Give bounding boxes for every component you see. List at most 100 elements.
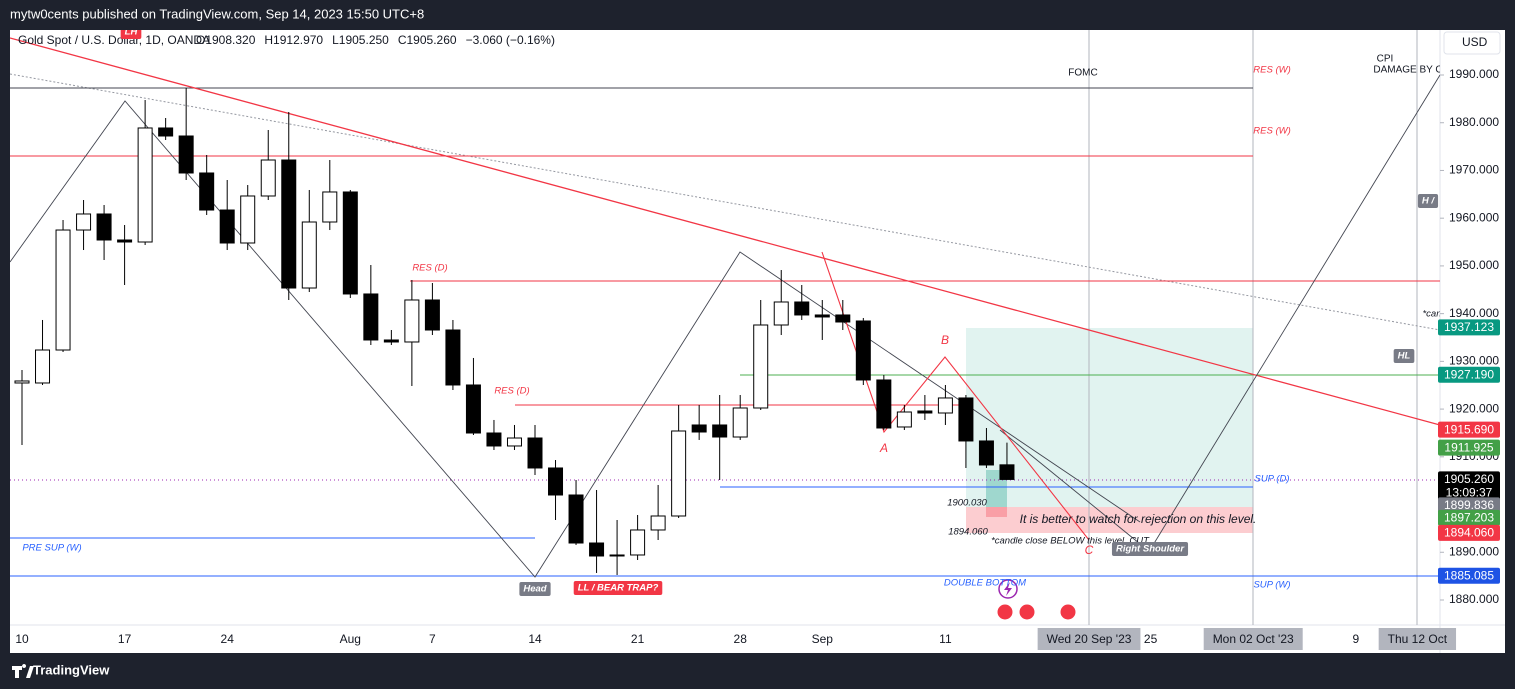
label-badge (120, 30, 142, 39)
candle-body (937, 397, 953, 414)
price-tag (1438, 319, 1500, 336)
profit-zone (966, 328, 1253, 507)
projection-line (1149, 74, 1440, 551)
candle-body (465, 384, 481, 434)
candle-body (855, 320, 871, 381)
candle-body (548, 467, 564, 496)
label-badge-text: LL / BEAR TRAP? (578, 583, 659, 594)
event-icons (994, 579, 1079, 623)
candle-body (691, 424, 707, 433)
abc-pattern (821, 251, 1090, 541)
annotation: A (879, 441, 888, 455)
x-crosshair-label: Wed 20 Sep '23 (1047, 632, 1132, 646)
price-tag (1438, 567, 1500, 584)
label-badge-text: Right Shoulder (1116, 544, 1185, 555)
candle-body (342, 191, 358, 295)
x-crosshair-label: Mon 02 Oct '23 (1213, 632, 1294, 646)
y-tick-label: 1920.000 (1449, 401, 1499, 415)
candle-body (671, 430, 687, 517)
x-tick-label: 11 (939, 632, 952, 646)
candle-body (281, 159, 297, 289)
y-tick-label: 1980.000 (1449, 115, 1499, 129)
annotation: *can (1422, 309, 1441, 320)
annotation: It is better to watch for rejection on t… (1020, 512, 1257, 526)
projection-line (999, 429, 1151, 553)
candle-body (794, 301, 810, 316)
price-tag (1438, 524, 1500, 541)
candle-body (650, 515, 666, 531)
annotations: LH Head LL / BEAR TRAP? A B C RES (D) RES (D) RE… (22, 27, 1442, 596)
x-label-box (1203, 628, 1303, 650)
price-tag-label: 1937.123 (1444, 320, 1494, 334)
candle-body (506, 437, 522, 447)
y-tick-label: 1930.000 (1449, 354, 1499, 368)
price-tag (1438, 497, 1500, 514)
candle-body (896, 411, 912, 428)
x-label-box (1378, 628, 1457, 650)
zigzag (10, 100, 1141, 578)
ohlc-value: O1908.320 (196, 33, 256, 47)
candle-body (630, 529, 646, 556)
us-flag (1016, 601, 1038, 623)
us-flag (1057, 601, 1079, 623)
annotation: DAMAGE BY C (1373, 65, 1442, 76)
candle-body (117, 239, 133, 243)
candle-body (445, 329, 461, 386)
red-trendline (10, 37, 1440, 426)
annotation: 1894.060 (948, 527, 988, 538)
candles (14, 87, 1015, 575)
currency[interactable]: USD (1462, 35, 1488, 49)
candle-body (814, 314, 830, 318)
candle-body (363, 293, 379, 341)
price-tag-label: 1894.060 (1444, 526, 1494, 540)
x-label-box (1037, 628, 1141, 650)
candle-body (76, 213, 92, 231)
x-tick-label: Aug (340, 632, 361, 646)
annotation: 1900.030 (947, 498, 987, 509)
y-tick-label: 1880.000 (1449, 592, 1499, 606)
label-badge (1393, 349, 1415, 363)
candle-body (999, 464, 1015, 480)
loss-zone-filled (986, 507, 1007, 517)
ohlc-value: L1905.250 (332, 33, 389, 47)
candle-body (917, 410, 933, 414)
price-tag (1438, 421, 1500, 438)
candle-body (178, 135, 194, 174)
currency-button[interactable] (1443, 31, 1501, 55)
price-tag-label: 1911.925 (1444, 440, 1493, 454)
y-tick-label: 1960.000 (1449, 210, 1499, 224)
candle-body (589, 542, 605, 557)
label-badge-text: H / (1422, 196, 1436, 207)
candle-body (568, 494, 584, 544)
annotation: SUP (W) (1253, 580, 1290, 591)
candle-body (978, 440, 994, 466)
price-tag-label: 1915.690 (1444, 422, 1494, 436)
candle-body (609, 554, 625, 557)
price-tag-label: 1885.085 (1444, 568, 1494, 582)
annotation: CPI (1377, 54, 1394, 65)
price-countdown: 13:09:37 (1446, 486, 1493, 500)
annotation: SUP (D) (1254, 474, 1289, 485)
candle-body (876, 379, 892, 429)
label-badge-text: HL (1398, 351, 1411, 362)
annotation: RES (W) (1253, 65, 1290, 76)
label-badge-text: LH (125, 27, 139, 38)
ohlc-value: H1912.970 (264, 33, 323, 47)
candle-body (773, 301, 789, 326)
x-tick-label: 14 (528, 632, 542, 646)
y-tick-label: 1970.000 (1449, 163, 1499, 177)
x-tick-label: 21 (631, 632, 645, 646)
candle-body (712, 424, 728, 438)
annotation: *candle close BELOW this level, CUT (991, 536, 1150, 547)
candle-body (96, 213, 112, 241)
price-tag-label: 1905.260 (1444, 472, 1494, 486)
x-tick-label: 7 (429, 632, 436, 646)
annotation: RES (W) (1253, 126, 1290, 137)
x-tick-label: 25 (1144, 632, 1158, 646)
label-badge (519, 582, 551, 596)
candle-body (219, 209, 235, 244)
price-tag-label: 1927.190 (1444, 367, 1494, 381)
price-tag (1438, 509, 1500, 526)
candle-body (260, 159, 276, 197)
